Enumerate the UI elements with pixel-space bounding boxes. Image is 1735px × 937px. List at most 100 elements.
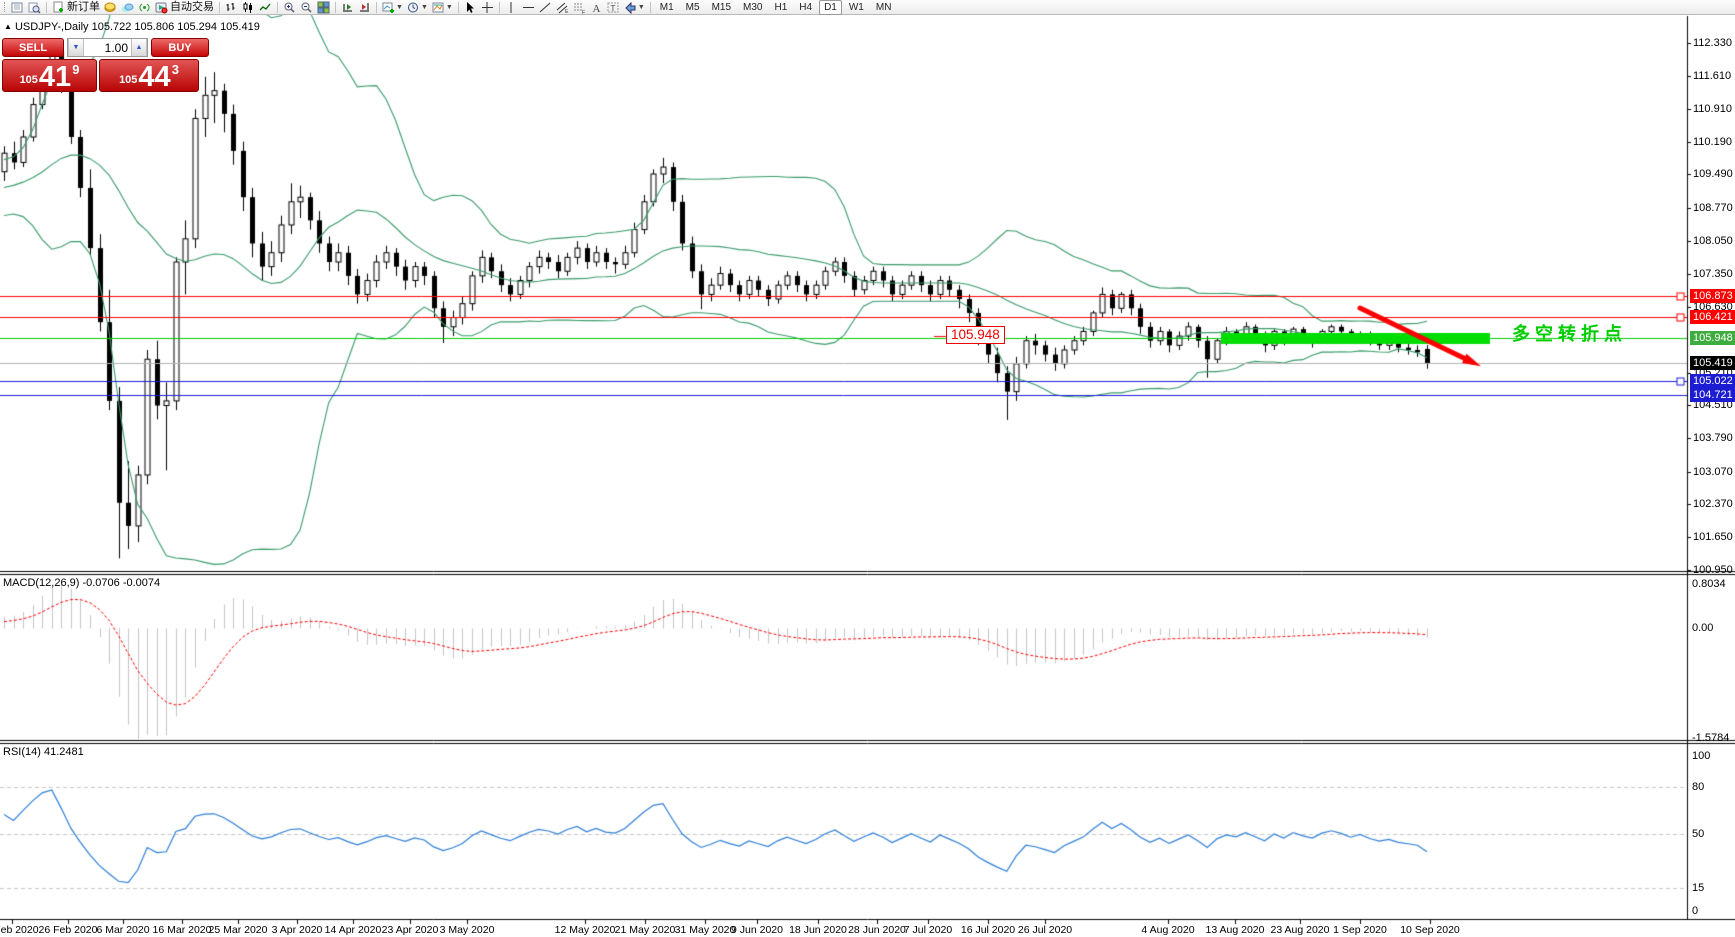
sell-price-big: 41: [38, 61, 72, 93]
toolbar-separator: [376, 1, 377, 13]
vline-icon: [510, 1, 512, 13]
trendline-button[interactable]: [537, 1, 554, 14]
charts-panel-icon: [11, 2, 23, 12]
magnifier-button[interactable]: [26, 1, 43, 14]
coin-button[interactable]: [102, 1, 119, 14]
timeframe-h4-button[interactable]: H4: [799, 1, 813, 13]
autotrading-icon: [155, 2, 168, 13]
chart-shift-icon: [360, 2, 369, 11]
vline-button[interactable]: [503, 1, 520, 14]
indicators-icon: [382, 2, 394, 13]
new-order-label: 新订单: [67, 0, 100, 13]
toolbar-separator: [46, 1, 47, 13]
crosshair-button[interactable]: [479, 1, 496, 14]
trendline-icon: [539, 2, 551, 12]
toolbar-separator: [649, 1, 651, 13]
line-chart-icon: [259, 3, 271, 10]
candlestick-button[interactable]: [240, 1, 257, 14]
channel-button[interactable]: E: [554, 1, 571, 14]
channel-icon: E: [556, 2, 569, 14]
line-chart-button[interactable]: [257, 1, 274, 14]
toolbar-separator: [277, 1, 278, 13]
cursor-button[interactable]: [462, 1, 479, 14]
support-price-tag[interactable]: 105.948: [946, 326, 1005, 344]
chevron-down-icon[interactable]: ▼: [445, 3, 453, 11]
chart-shift-button[interactable]: [356, 1, 373, 14]
autotrading-button[interactable]: 自动交易: [153, 1, 216, 14]
zoom-in-button[interactable]: [281, 1, 298, 14]
chevron-down-icon[interactable]: ▼: [637, 3, 645, 11]
candlestick-icon: [243, 1, 252, 13]
templates-icon: [432, 2, 444, 12]
signal-button[interactable]: [136, 1, 153, 14]
svg-text:F: F: [582, 10, 585, 14]
toolbar-grip: [4, 2, 7, 12]
chevron-down-icon[interactable]: ▼: [420, 3, 428, 11]
label-button[interactable]: T: [605, 1, 622, 14]
crosshair-icon: [481, 1, 493, 13]
macd-indicator-label: MACD(12,26,9) -0.0706 -0.0074: [3, 577, 161, 589]
svg-text:E: E: [565, 9, 569, 14]
svg-text:T: T: [610, 4, 615, 13]
autoscroll-button[interactable]: [339, 1, 356, 14]
chevron-down-icon[interactable]: ▼: [396, 3, 403, 11]
periods-button[interactable]: ▼: [405, 1, 430, 14]
bar-chart-button[interactable]: [223, 1, 240, 14]
symbol-name: USDJPY-,Daily: [14, 21, 89, 33]
sell-button[interactable]: SELL: [2, 38, 64, 57]
rsi-indicator-label: RSI(14) 41.2481: [3, 746, 84, 758]
toolbar: 新订单 自动交易 ▼ ▼ ▼ E F A T ▼ M1 M5 M15 M30 H1 H4 D1 W1 MN: [0, 0, 1735, 15]
charts-panel-button[interactable]: [9, 1, 26, 14]
trade-prices-row: 105 41 9 105 44 3: [2, 59, 209, 92]
indicators-button[interactable]: ▼: [380, 1, 405, 14]
timeframe-d1-button[interactable]: D1: [819, 0, 842, 15]
autotrading-label: 自动交易: [170, 0, 214, 13]
new-order-button[interactable]: 新订单: [50, 1, 102, 14]
magnifier-icon: [28, 2, 41, 14]
cloud-button[interactable]: [119, 1, 136, 14]
bar-chart-icon: [226, 2, 235, 11]
timeframe-w1-button[interactable]: W1: [848, 1, 864, 13]
zoom-in-icon: [284, 2, 295, 13]
volume-decrease-button[interactable]: ▼: [68, 39, 84, 56]
autoscroll-icon: [343, 3, 352, 11]
fibonacci-icon: F: [573, 3, 585, 14]
coin-icon: [104, 2, 116, 12]
toolbar-separator: [498, 1, 500, 13]
signal-icon: [139, 3, 150, 11]
tile-windows-icon: [317, 1, 330, 13]
buy-price-big: 44: [138, 61, 171, 93]
zoom-out-button[interactable]: [298, 1, 315, 14]
volume-increase-button[interactable]: ▲: [131, 39, 147, 56]
shapes-button[interactable]: ▼: [622, 1, 647, 14]
turning-point-annotation[interactable]: 多空转折点: [1512, 324, 1627, 344]
sell-price-button[interactable]: 105 41 9: [2, 59, 97, 92]
timeframe-h1-button[interactable]: H1: [774, 1, 788, 13]
hline-button[interactable]: [520, 1, 537, 14]
zoom-out-icon: [301, 2, 312, 13]
timeframe-m30-button[interactable]: M30: [743, 1, 763, 13]
new-order-icon: [53, 1, 63, 12]
timeframe-m15-button[interactable]: M15: [711, 1, 732, 13]
volume-input[interactable]: 1.00: [104, 41, 128, 55]
symbol-ohlc: 105.722 105.806 105.294 105.419: [91, 21, 260, 33]
buy-price-button[interactable]: 105 44 3: [99, 59, 199, 92]
timeframe-mn-button[interactable]: MN: [875, 1, 892, 13]
toolbar-separator: [335, 1, 336, 13]
sell-price-sup: 9: [72, 62, 80, 77]
cursor-icon: [466, 1, 474, 13]
timeframe-m1-button[interactable]: M1: [659, 1, 674, 13]
hline-icon: [522, 6, 534, 8]
buy-button[interactable]: BUY: [151, 38, 209, 57]
sell-price-prefix: 105: [19, 74, 38, 86]
text-button[interactable]: A: [588, 1, 605, 14]
templates-button[interactable]: ▼: [430, 1, 455, 14]
label-icon: T: [607, 2, 619, 13]
fibonacci-button[interactable]: F: [571, 1, 588, 14]
collapse-icon[interactable]: ▲: [4, 22, 12, 31]
tile-windows-button[interactable]: [315, 1, 332, 14]
trade-buttons-row: SELL ▼ 1.00 ▲ BUY: [2, 37, 209, 58]
timeframe-m5-button[interactable]: M5: [685, 1, 700, 13]
